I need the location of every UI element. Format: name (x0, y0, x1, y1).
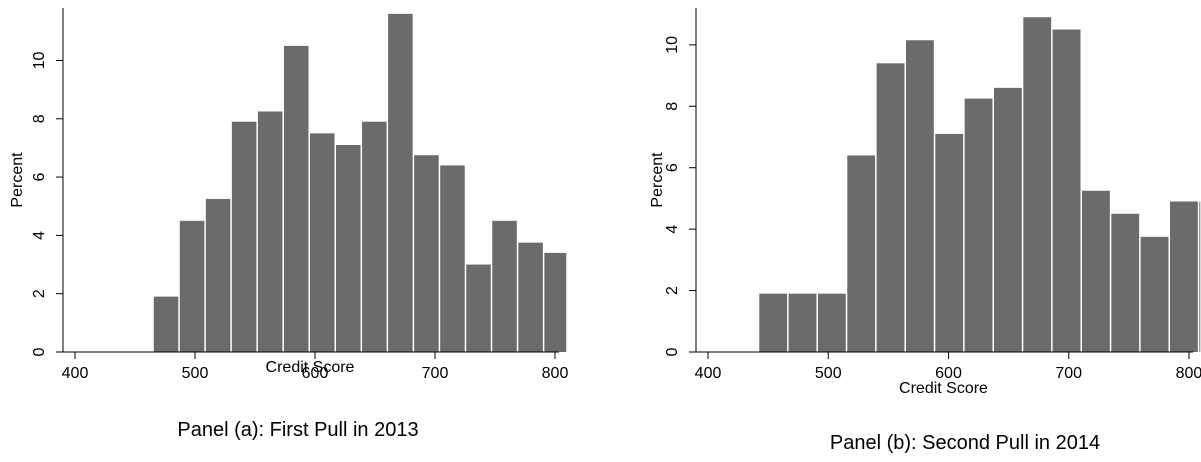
panel-a-y-tick-label-0: 0 (31, 347, 48, 356)
panel-a-bar-0 (153, 296, 179, 352)
panel-a-bar-13 (492, 220, 517, 352)
panel-b-bar-12 (1111, 213, 1140, 352)
panel-a-bar-4 (257, 111, 283, 353)
panel-b-bar-8 (993, 87, 1022, 352)
panel-a-x-tick-label-800: 800 (542, 365, 569, 382)
panel-a-bar-9 (388, 13, 413, 353)
panel-b-y-tick-label-4: 4 (664, 225, 681, 234)
panel-a-caption: Panel (a): First Pull in 2013 (177, 419, 418, 441)
panel-b-x-tick-label-400: 400 (695, 365, 722, 382)
panel-b-caption: Panel (b): Second Pull in 2014 (830, 432, 1100, 454)
panel-a-y-tick-label-10: 10 (31, 51, 48, 69)
panel-b-bar-1 (788, 293, 817, 352)
panel-b-bar-7 (964, 98, 993, 352)
panel-a-bar-14 (518, 242, 543, 352)
panel-b-bar-11 (1081, 190, 1110, 352)
panel-a-x-tick-label-400: 400 (62, 365, 89, 382)
panel-b-bar-5 (905, 40, 934, 352)
panel-b-bar-10 (1052, 29, 1081, 352)
panel-b-bar-14 (1170, 201, 1198, 352)
panel-b-bar-4 (876, 63, 905, 353)
panel-b-bar-2 (817, 293, 846, 352)
panel-b-y-tick-label-0: 0 (664, 347, 681, 356)
panel-a-bar-5 (283, 45, 309, 352)
histogram-panel-a: 0 2 4 6 8 10 400 500 600 700 800 Credit Score Percen… (9, 8, 568, 441)
panel-b-bar-13 (1140, 236, 1169, 352)
panel-a-bar-15 (544, 252, 567, 352)
panel-a-bar-12 (466, 264, 491, 352)
panel-b-bar-3 (847, 155, 876, 352)
panel-a-bar-8 (362, 121, 387, 352)
panel-a-bar-11 (440, 165, 465, 352)
panel-a-y-tick-label-4: 4 (31, 231, 48, 240)
panel-b-x-axis-title: Credit Score (899, 380, 988, 397)
panel-a-bar-6 (309, 133, 335, 352)
panel-a-bar-2 (205, 198, 231, 352)
panel-a-x-tick-label-700: 700 (422, 365, 449, 382)
panel-b-x-tick-label-700: 700 (1055, 365, 1082, 382)
panel-b-bar-9 (1023, 17, 1052, 352)
panel-b-x-tick-label-800: 800 (1176, 365, 1201, 382)
panel-a-x-tick-label-500: 500 (182, 365, 209, 382)
panel-a-y-tick-label-8: 8 (31, 114, 48, 123)
panel-b-x-tick-label-500: 500 (815, 365, 842, 382)
panel-a-x-tick-label-600: 600 (302, 365, 329, 382)
panel-a-y-tick-label-2: 2 (31, 289, 48, 298)
panel-b-y-axis-title: Percent (649, 152, 666, 208)
panel-b-bar-6 (935, 133, 964, 352)
panel-a-y-axis-title: Percent (9, 152, 26, 208)
panel-b-y-tick-label-8: 8 (664, 102, 681, 111)
panel-b-bar-0 (759, 293, 788, 352)
panel-b-x-tick-label-600: 600 (935, 365, 962, 382)
panel-a-y-tick-label-6: 6 (31, 173, 48, 182)
panel-a-bar-1 (179, 220, 205, 352)
panel-a-bar-3 (231, 121, 257, 352)
histogram-panel-b: 0 2 4 6 8 10 400 500 600 700 800 Credit Score Percen… (649, 8, 1201, 454)
panel-b-y-tick-label-6: 6 (664, 163, 681, 172)
panel-b-bar-15 (1199, 201, 1201, 352)
panel-b-y-tick-label-2: 2 (664, 286, 681, 295)
panel-a-x-axis-title: Credit Score (266, 359, 355, 376)
panel-a-bar-7 (336, 145, 361, 352)
panel-b-y-tick-label-10: 10 (664, 36, 681, 54)
panel-a-bar-10 (414, 155, 439, 352)
